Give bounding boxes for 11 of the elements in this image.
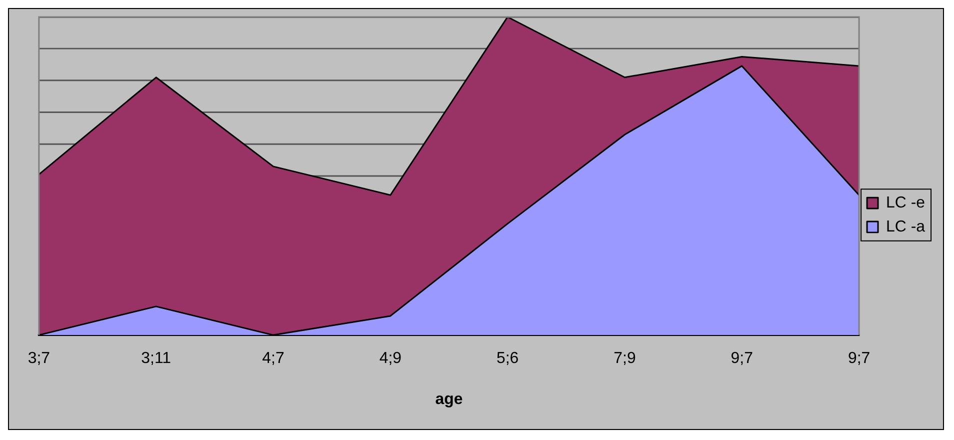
- x-tick-label: 3;7: [28, 350, 50, 367]
- x-tick-label: 9;7: [730, 350, 754, 367]
- legend-label: LC -a: [886, 218, 926, 236]
- x-tick-label: 5;6: [496, 350, 519, 367]
- x-tick-label: 4;9: [379, 350, 402, 367]
- x-tick-label: 4;7: [262, 350, 284, 367]
- x-tick-label: 3;11: [141, 350, 172, 367]
- x-axis-title: age: [435, 390, 463, 408]
- legend-label: LC -e: [886, 194, 926, 212]
- x-tick-label: 9;7: [848, 350, 870, 367]
- x-tick-label: 7;9: [614, 350, 636, 367]
